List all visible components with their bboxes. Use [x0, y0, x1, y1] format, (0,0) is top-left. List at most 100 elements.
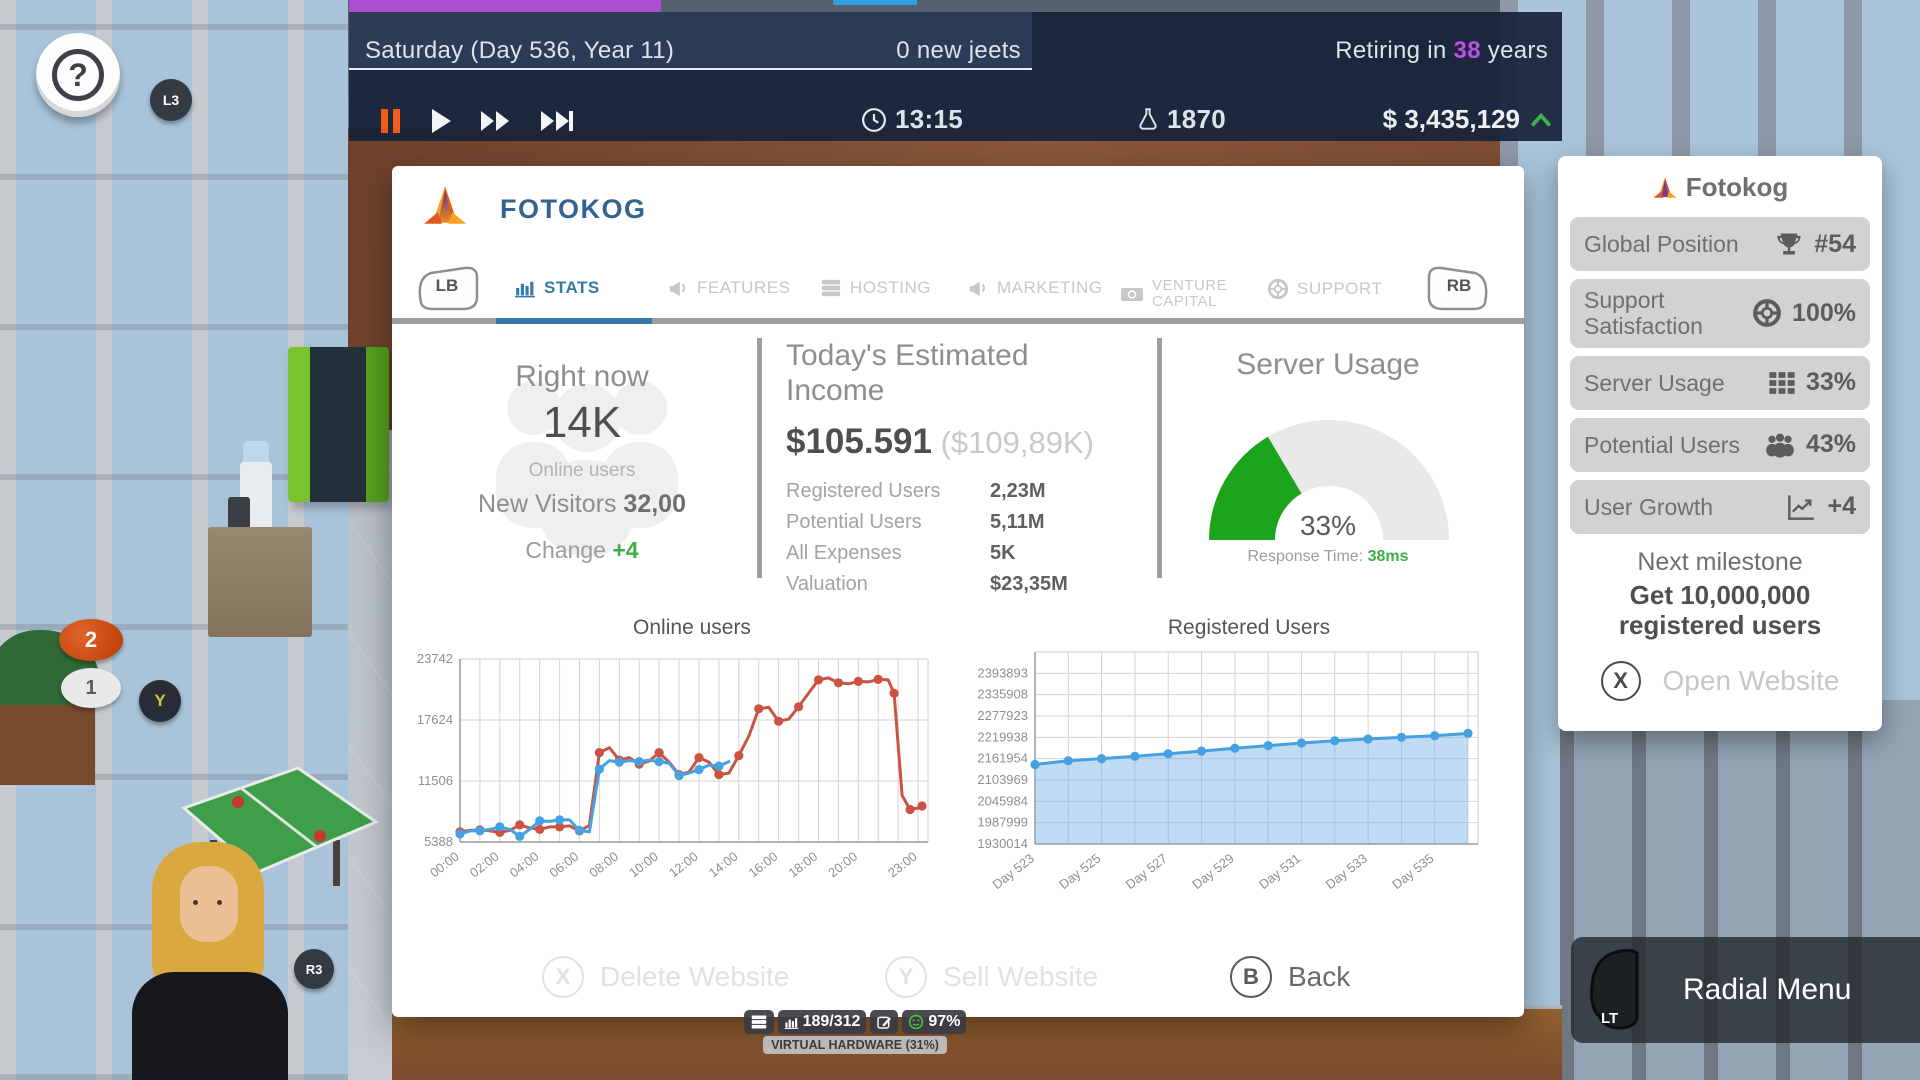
stat-card-server-usage: Server Usage 33%: [1570, 355, 1870, 410]
bar-chart-icon: [784, 1017, 798, 1029]
tab-divider: [392, 318, 1524, 324]
svg-text:16:00: 16:00: [746, 849, 781, 881]
coffee-machine: [228, 497, 250, 529]
virtual-hardware-badge[interactable]: 189/312 97% VIRTUAL HARDWARE (31%): [743, 1010, 967, 1054]
gamepad-l3-badge[interactable]: L3: [150, 79, 192, 121]
tab-hosting[interactable]: HOSTING: [820, 278, 931, 298]
svg-text:12:00: 12:00: [666, 849, 701, 881]
gamepad-b-icon: B: [1230, 956, 1272, 998]
money-balance[interactable]: $ 3,435,129: [1382, 104, 1520, 134]
tab-features[interactable]: FEATURES: [667, 278, 790, 298]
users-group-watermark-icon: [496, 381, 678, 556]
svg-text:2161954: 2161954: [977, 751, 1028, 766]
fotokog-logo-icon: [1653, 176, 1677, 198]
character-body: [132, 972, 288, 1080]
tab-venture-capital[interactable]: VENTURE CAPITAL: [1120, 278, 1227, 310]
gamepad-r3-badge[interactable]: R3: [294, 949, 334, 989]
hardware-label: VIRTUAL HARDWARE (31%): [763, 1036, 947, 1054]
plant-box: [0, 705, 95, 785]
svg-text:23:00: 23:00: [885, 849, 920, 881]
help-button[interactable]: ?: [36, 33, 120, 117]
tab-marketing[interactable]: MARKETING: [967, 278, 1103, 298]
skip-day-button[interactable]: [539, 107, 575, 135]
back-button[interactable]: B Back: [1230, 956, 1350, 998]
panel-divider: [757, 338, 762, 578]
top-bar-background: Saturday (Day 536, Year 11) 0 new jeets …: [349, 12, 1562, 141]
megaphone-icon: [669, 281, 685, 297]
secondary-progress-bar: [833, 0, 917, 5]
website-summary-panel: Fotokog Global Position #54 Support Sati…: [1558, 156, 1882, 731]
svg-text:23742: 23742: [417, 651, 453, 666]
tab-support[interactable]: SUPPORT: [1267, 278, 1382, 300]
income-row: Valuation $23,35M: [786, 573, 1068, 596]
open-website-button[interactable]: X Open Website: [1558, 660, 1882, 701]
character-face: [180, 866, 238, 942]
radial-menu-button[interactable]: LT Radial Menu: [1571, 937, 1920, 1043]
new-visitors: New Visitors 32,00: [478, 490, 686, 518]
research-flask-icon: [1139, 107, 1157, 130]
income-panel: Today's Estimated Income $105.591 ($109,…: [786, 338, 1146, 600]
svg-text:2393893: 2393893: [977, 665, 1028, 680]
income-row: All Expenses 5K: [786, 542, 1016, 565]
svg-text:2219938: 2219938: [977, 729, 1028, 744]
svg-text:14:00: 14:00: [706, 849, 741, 881]
stat-card-potential-users: Potential Users 43%: [1570, 417, 1870, 472]
svg-text:2277923: 2277923: [977, 708, 1028, 723]
svg-text:17624: 17624: [417, 712, 453, 727]
right-now-title: Right now: [515, 360, 649, 393]
secondary-count-badge[interactable]: 1: [61, 668, 121, 708]
panel-divider: [1157, 338, 1162, 578]
svg-text:Day 529: Day 529: [1189, 851, 1236, 893]
server-icon: [821, 279, 841, 297]
registered-users-chart-title: Registered Users: [1167, 616, 1331, 639]
new-jeets-counter[interactable]: 0 new jeets: [896, 37, 1021, 64]
gamepad-x-icon: X: [542, 956, 584, 998]
svg-text:Day 527: Day 527: [1123, 851, 1170, 893]
fast-forward-button[interactable]: [479, 107, 513, 135]
gamepad-y-badge[interactable]: Y: [139, 680, 181, 722]
svg-text:5388: 5388: [424, 834, 453, 849]
svg-text:Day 535: Day 535: [1389, 851, 1436, 893]
change-indicator: Change +4: [525, 537, 639, 563]
question-mark-icon: ?: [52, 49, 104, 101]
server-usage-title: Server Usage: [1236, 348, 1420, 381]
gamepad-lb-bumper[interactable]: LB: [414, 264, 480, 312]
svg-text:11506: 11506: [418, 773, 453, 788]
lifebuoy-icon: [1267, 278, 1289, 300]
registered-users-chart: 1930014 1987999 2045984 2103969 2161954 22199…: [977, 651, 1479, 893]
satisfaction-value: 97%: [902, 1010, 967, 1034]
research-points[interactable]: 1870: [1167, 104, 1227, 134]
svg-text:18:00: 18:00: [785, 849, 820, 881]
svg-text:Day 525: Day 525: [1056, 851, 1103, 893]
income-amount: $105.591 ($109,89K): [786, 422, 1094, 462]
sell-website-button[interactable]: Y Sell Website: [885, 956, 1098, 998]
delete-website-button[interactable]: X Delete Website: [542, 956, 789, 998]
chevron-up-icon: [1530, 112, 1552, 127]
stat-card-user-growth: User Growth +4: [1570, 479, 1870, 534]
date-band: Saturday (Day 536, Year 11) 0 new jeets: [349, 12, 1032, 70]
top-status-bar: Saturday (Day 536, Year 11) 0 new jeets …: [349, 0, 1562, 141]
grid-icon: [1768, 371, 1796, 395]
pause-button[interactable]: [379, 107, 403, 135]
megaphone-icon: [969, 281, 985, 297]
svg-text:Day 533: Day 533: [1323, 851, 1370, 893]
edit-icon: [870, 1010, 899, 1034]
svg-text:02:00: 02:00: [467, 849, 502, 881]
stat-card-global-position: Global Position #54: [1570, 217, 1870, 271]
play-button[interactable]: [429, 107, 453, 135]
notification-count-badge[interactable]: 2: [59, 619, 123, 661]
svg-text:Day 531: Day 531: [1256, 851, 1303, 893]
hardware-capacity: 189/312: [777, 1010, 867, 1034]
svg-text:20:00: 20:00: [825, 849, 860, 881]
server-usage-percent: 33%: [1299, 510, 1357, 541]
website-title: FOTOKOG: [500, 194, 647, 224]
tab-stats[interactable]: STATS: [514, 278, 600, 298]
bar-chart-icon: [515, 281, 535, 298]
svg-text:2103969: 2103969: [977, 772, 1028, 787]
smiley-icon: [909, 1014, 924, 1030]
trophy-icon: [1774, 230, 1804, 258]
svg-text:Day 523: Day 523: [989, 851, 1036, 893]
svg-text:1987999: 1987999: [977, 815, 1028, 830]
gamepad-rb-bumper[interactable]: RB: [1426, 264, 1492, 312]
